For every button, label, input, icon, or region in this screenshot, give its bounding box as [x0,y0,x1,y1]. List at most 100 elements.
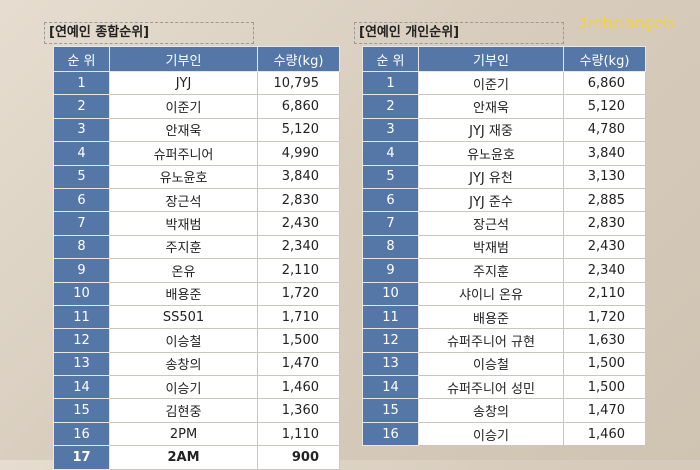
rank-cell: 8 [53,234,110,260]
donor-cell: 이준기 [418,70,564,96]
rank-cell: 2 [53,94,110,119]
amount-cell: 6,860 [257,94,340,119]
table-row: 14 이승기 1,460 [53,375,340,400]
amount-cell: 5,120 [257,117,340,143]
individual-ranking-table: 순 위 기부인 수량(kg) 1 이준기 6,860 2 안재욱 5,120 3 JYJ 재중… [362,46,646,447]
amount-cell: 2,110 [563,281,646,306]
rank-cell: 1 [53,70,110,96]
donor-cell: 온유 [109,258,258,283]
rank-cell: 12 [362,328,419,353]
table-row: 4 슈퍼주니어 4,990 [53,141,340,166]
donor-header: 기부인 [109,46,258,72]
amount-cell: 2,110 [257,258,340,283]
rank-cell: 11 [362,304,419,330]
rank-cell: 3 [53,117,110,143]
rank-cell: 16 [53,421,110,447]
table-row: 12 이승철 1,500 [53,328,340,353]
amount-header: 수량(kg) [257,46,340,72]
header-row: 순 위 기부인 수량(kg) [53,46,340,72]
donor-cell: 유노윤호 [418,141,564,166]
rank-cell: 13 [53,351,110,377]
rank-cell: 3 [362,117,419,143]
donor-cell: 이승철 [109,328,258,353]
table-row: 13 이승철 1,500 [362,351,646,377]
donor-cell: 이준기 [109,94,258,119]
table-row: 10 배용준 1,720 [53,281,340,306]
table-row: 11 SS501 1,710 [53,304,340,330]
donor-cell: 유노윤호 [109,164,258,189]
rank-cell: 9 [362,258,419,283]
overall-ranking-table: 순 위 기부인 수량(kg) 1 JYJ 10,795 2 이준기 6,860 3 안재욱 5,… [53,46,340,470]
donor-cell: SS501 [109,304,258,330]
donor-cell: 장근석 [418,211,564,236]
amount-cell: 2,340 [257,234,340,260]
watermark: 3rebelangels [578,14,675,32]
donor-cell: 이승철 [418,351,564,377]
table-row: 1 이준기 6,860 [362,70,646,96]
rank-cell: 17 [53,445,110,470]
rank-cell: 4 [53,141,110,166]
table-row: 6 장근석 2,830 [53,187,340,213]
donor-cell: 안재욱 [109,117,258,143]
header-row: 순 위 기부인 수량(kg) [362,46,646,72]
donor-header: 기부인 [418,46,564,72]
donor-cell: 이승기 [418,421,564,447]
donor-cell: 배용준 [418,304,564,330]
donor-cell: JYJ 유천 [418,164,564,189]
rank-cell: 4 [362,141,419,166]
rank-cell: 9 [53,258,110,283]
rank-cell: 6 [362,187,419,213]
amount-cell: 1,470 [257,351,340,377]
amount-cell: 1,500 [257,328,340,353]
rank-cell: 14 [362,375,419,400]
rank-cell: 10 [362,281,419,306]
rank-cell: 5 [53,164,110,189]
amount-header: 수량(kg) [563,46,646,72]
table-row: 4 유노윤호 3,840 [362,141,646,166]
rank-cell: 15 [362,398,419,423]
table-row: 15 송창의 1,470 [362,398,646,423]
amount-cell: 3,130 [563,164,646,189]
rank-cell: 5 [362,164,419,189]
amount-cell: 4,780 [563,117,646,143]
amount-cell: 10,795 [257,70,340,96]
donor-cell: 장근석 [109,187,258,213]
donor-cell: 주지훈 [418,258,564,283]
rank-cell: 10 [53,281,110,306]
amount-cell: 1,460 [257,375,340,400]
table-row: 7 장근석 2,830 [362,211,646,236]
table-row: 16 이승기 1,460 [362,421,646,447]
amount-cell: 1,720 [563,304,646,330]
amount-cell: 2,430 [257,211,340,236]
rank-cell: 12 [53,328,110,353]
rank-cell: 7 [53,211,110,236]
individual-ranking-title: [연예인 개인순위] [354,22,564,44]
donor-cell: JYJ [109,70,258,96]
table-row: 2 안재욱 5,120 [362,94,646,119]
table-row: 6 JYJ 준수 2,885 [362,187,646,213]
table-row: 17 2AM 900 [53,445,340,470]
donor-cell: 배용준 [109,281,258,306]
amount-cell: 2,340 [563,258,646,283]
rank-cell: 2 [362,94,419,119]
table-row: 7 박재범 2,430 [53,211,340,236]
amount-cell: 1,460 [563,421,646,447]
donor-cell: 송창의 [418,398,564,423]
donor-cell: 안재욱 [418,94,564,119]
overall-ranking-title: [연예인 종합순위] [44,22,254,44]
donor-cell: JYJ 재중 [418,117,564,143]
table-row: 3 JYJ 재중 4,780 [362,117,646,143]
table-row: 5 JYJ 유천 3,130 [362,164,646,189]
rank-cell: 15 [53,398,110,423]
donor-cell: 박재범 [418,234,564,260]
table-row: 8 주지훈 2,340 [53,234,340,260]
donor-cell: 박재범 [109,211,258,236]
rank-header: 순 위 [362,46,419,72]
table-row: 8 박재범 2,430 [362,234,646,260]
amount-cell: 1,500 [563,375,646,400]
donor-cell: 슈퍼주니어 규현 [418,328,564,353]
table-row: 2 이준기 6,860 [53,94,340,119]
amount-cell: 1,110 [257,421,340,447]
rank-cell: 13 [362,351,419,377]
table-row: 14 슈퍼주니어 성민 1,500 [362,375,646,400]
